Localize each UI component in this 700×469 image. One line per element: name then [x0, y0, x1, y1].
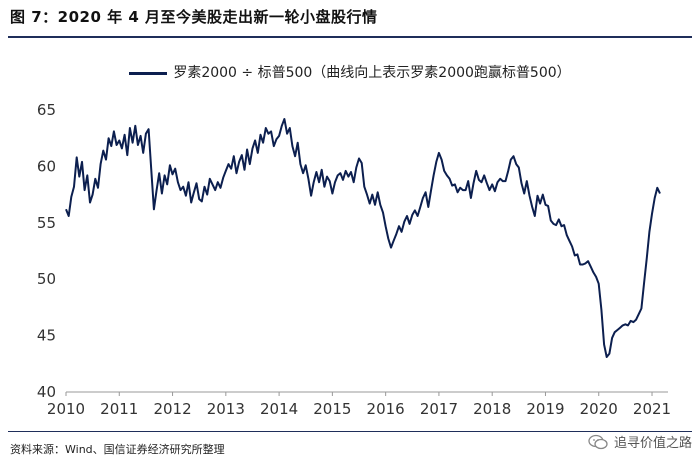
x-tick-label: 2015: [313, 400, 351, 418]
x-tick-label: 2014: [260, 400, 298, 418]
x-tick-label: 2019: [526, 400, 564, 418]
legend: 罗素2000 ÷ 标普500（曲线向上表示罗素2000跑赢标普500）: [0, 62, 700, 82]
legend-label: 罗素2000 ÷ 标普500（曲线向上表示罗素2000跑赢标普500）: [173, 65, 571, 81]
y-tick-label: 60: [37, 157, 56, 175]
legend-line-swatch: [129, 71, 168, 75]
y-tick-label: 50: [37, 270, 56, 288]
x-tick-label: 2010: [47, 400, 85, 418]
y-tick-label: 55: [37, 214, 56, 232]
y-tick-label: 65: [37, 101, 56, 119]
x-tick-label: 2021: [633, 400, 671, 418]
x-tick-label: 2018: [473, 400, 511, 418]
source-rule: [8, 431, 692, 432]
watermark-text: 追寻价值之路: [613, 436, 692, 451]
figure-title: 图 7：2020 年 4 月至今美股走出新一轮小盘股行情: [10, 8, 378, 26]
y-axis-ticks: 40 45 50 55 60 65: [37, 101, 56, 401]
x-tick-label: 2012: [153, 400, 191, 418]
x-tick-label: 2013: [207, 400, 245, 418]
x-tick-label: 2016: [367, 400, 405, 418]
source-note: 资料来源：Wind、国信证券经济研究所整理: [10, 443, 225, 456]
x-tick-label: 2011: [100, 400, 138, 418]
x-tick-label: 2020: [580, 400, 618, 418]
watermark: 追寻价值之路: [588, 432, 692, 451]
x-tick-label: 2017: [420, 400, 458, 418]
title-rule: [8, 36, 692, 38]
series-line-russell2000-sp500: [65, 118, 661, 358]
y-tick-label: 45: [37, 327, 56, 345]
y-tick-label: 40: [37, 383, 56, 401]
x-axis-ticks: 2010 2011 2012 2013 2014 2015 2016 2017 2018 2019…: [47, 392, 671, 418]
wechat-icon: [588, 434, 608, 449]
